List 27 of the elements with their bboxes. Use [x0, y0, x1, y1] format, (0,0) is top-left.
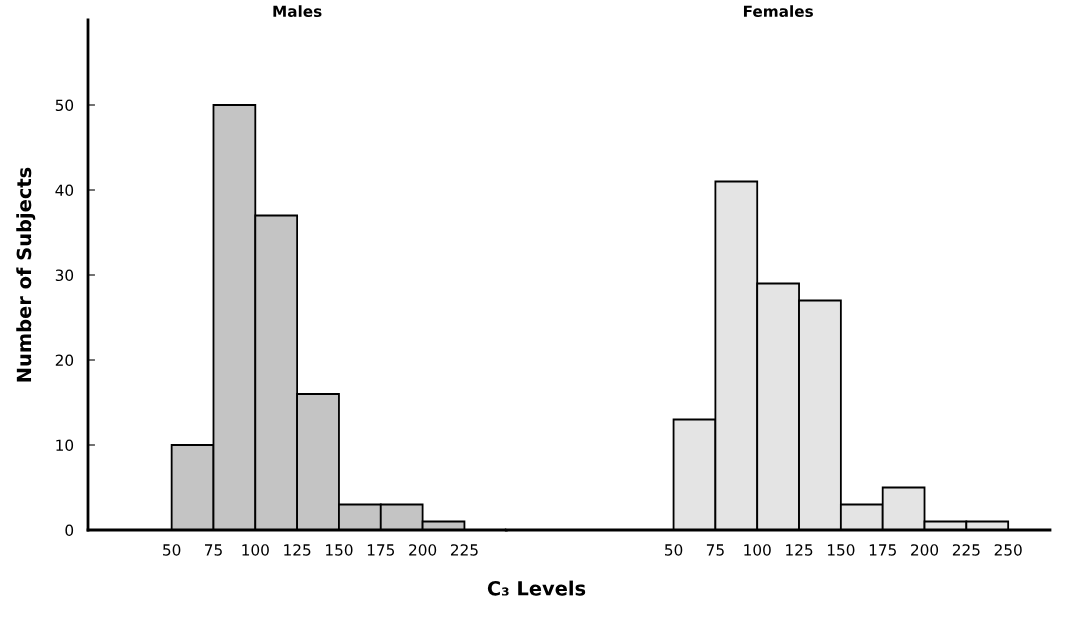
- x-tick-label: 50: [665, 544, 683, 556]
- x-tick-label: 75: [706, 544, 724, 556]
- chart-title: Females: [743, 5, 813, 18]
- x-tick-label: 175: [367, 544, 395, 556]
- x-tick-label: 225: [952, 544, 980, 556]
- chart-title: Males: [273, 5, 322, 18]
- x-tick-label: 175: [869, 544, 896, 556]
- y-tick-label: 20: [55, 354, 74, 367]
- x-axis-title: C₃ Levels: [487, 580, 586, 596]
- y-axis-title: Number of Subjects: [16, 167, 36, 382]
- x-tick-label: 150: [827, 544, 855, 556]
- x-tick-label: 100: [242, 544, 269, 556]
- x-tick-label: 200: [911, 544, 939, 556]
- y-tick-label: 40: [55, 184, 74, 197]
- x-tick-label: 50: [163, 544, 181, 556]
- y-tick-label: 30: [55, 269, 74, 282]
- y-tick-label: 10: [56, 439, 74, 452]
- x-tick-label: 250: [994, 544, 1022, 556]
- x-tick-label: 125: [786, 544, 813, 556]
- x-tick-label: 225: [450, 544, 478, 556]
- y-tick-label: 0: [65, 524, 74, 537]
- y-tick-label: 50: [55, 99, 74, 112]
- x-tick-label: 100: [744, 544, 771, 556]
- x-tick-label: 150: [326, 544, 353, 556]
- x-tick-label: 125: [284, 544, 311, 556]
- x-tick-label: 200: [409, 544, 437, 556]
- x-tick-label: 75: [205, 544, 222, 556]
